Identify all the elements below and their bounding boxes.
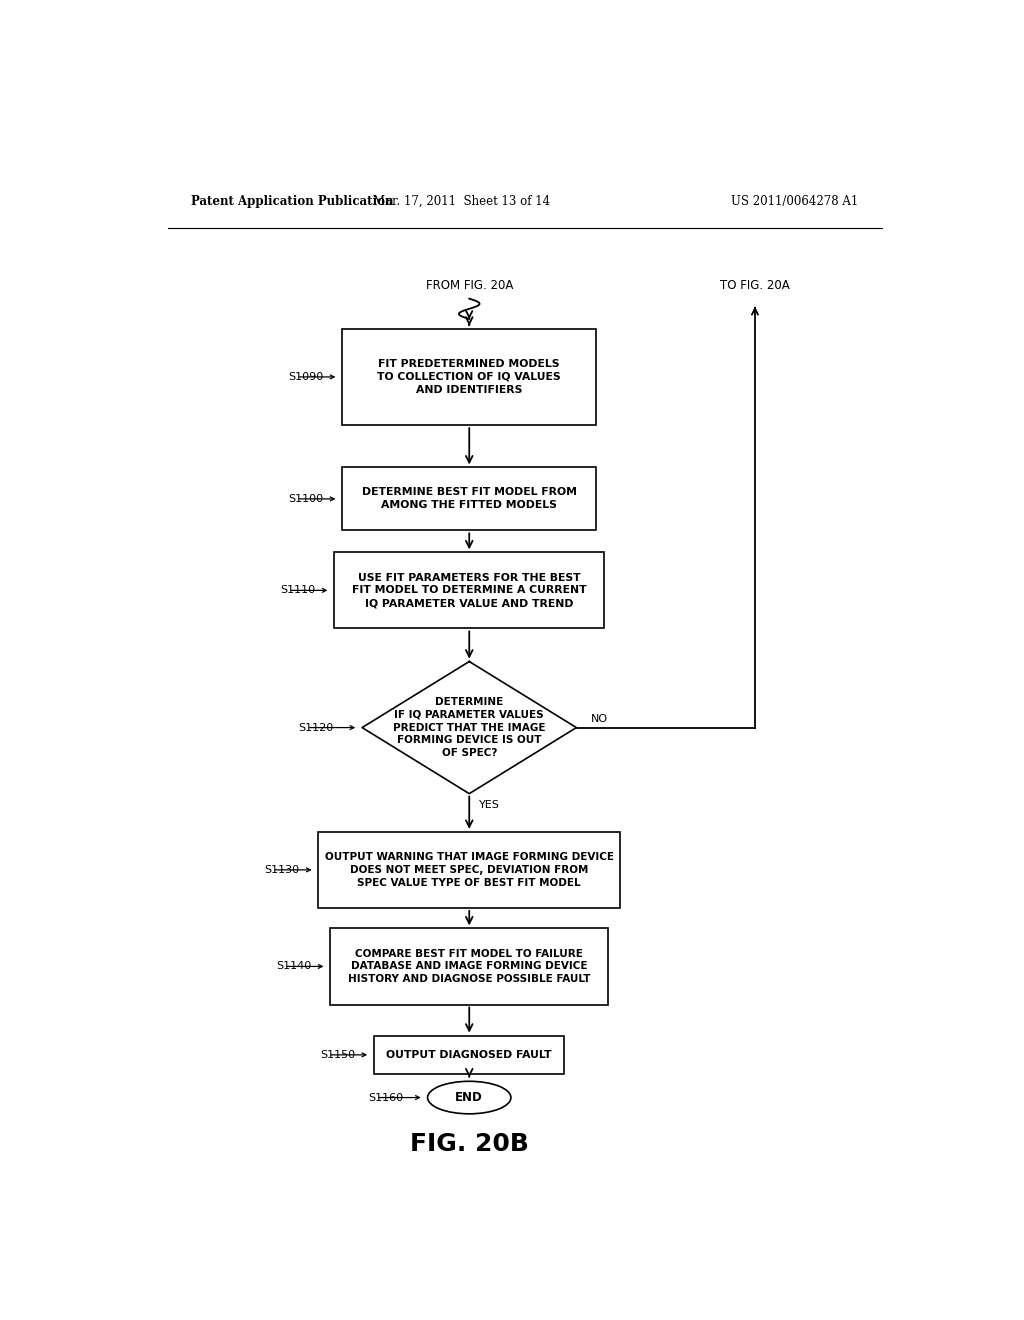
Text: Mar. 17, 2011  Sheet 13 of 14: Mar. 17, 2011 Sheet 13 of 14 [373,194,550,207]
Text: S1140: S1140 [276,961,311,972]
Text: S1120: S1120 [299,722,334,733]
Text: YES: YES [479,800,500,809]
FancyBboxPatch shape [342,467,596,531]
Text: OUTPUT DIAGNOSED FAULT: OUTPUT DIAGNOSED FAULT [386,1049,552,1060]
Text: US 2011/0064278 A1: US 2011/0064278 A1 [731,194,858,207]
Text: FIT PREDETERMINED MODELS
TO COLLECTION OF IQ VALUES
AND IDENTIFIERS: FIT PREDETERMINED MODELS TO COLLECTION O… [378,359,561,395]
Text: OUTPUT WARNING THAT IMAGE FORMING DEVICE
DOES NOT MEET SPEC, DEVIATION FROM
SPEC: OUTPUT WARNING THAT IMAGE FORMING DEVICE… [325,853,613,887]
Text: S1160: S1160 [368,1093,403,1102]
Text: NO: NO [591,714,608,725]
FancyBboxPatch shape [374,1036,564,1074]
Text: Patent Application Publication: Patent Application Publication [191,194,394,207]
Text: FIG. 20B: FIG. 20B [410,1133,528,1156]
Ellipse shape [428,1081,511,1114]
Text: S1090: S1090 [289,372,324,381]
Text: FROM FIG. 20A: FROM FIG. 20A [426,279,513,292]
Text: S1110: S1110 [281,585,315,595]
FancyBboxPatch shape [331,928,608,1005]
Text: DETERMINE
IF IQ PARAMETER VALUES
PREDICT THAT THE IMAGE
FORMING DEVICE IS OUT
OF: DETERMINE IF IQ PARAMETER VALUES PREDICT… [393,697,546,758]
Polygon shape [362,661,577,793]
Text: TO FIG. 20A: TO FIG. 20A [720,279,790,292]
Text: S1100: S1100 [289,494,324,504]
FancyBboxPatch shape [334,552,604,628]
Text: DETERMINE BEST FIT MODEL FROM
AMONG THE FITTED MODELS: DETERMINE BEST FIT MODEL FROM AMONG THE … [361,487,577,511]
Text: S1130: S1130 [264,865,300,875]
Text: USE FIT PARAMETERS FOR THE BEST
FIT MODEL TO DETERMINE A CURRENT
IQ PARAMETER VA: USE FIT PARAMETERS FOR THE BEST FIT MODE… [352,573,587,609]
Text: COMPARE BEST FIT MODEL TO FAILURE
DATABASE AND IMAGE FORMING DEVICE
HISTORY AND : COMPARE BEST FIT MODEL TO FAILURE DATABA… [348,949,591,985]
FancyBboxPatch shape [318,832,620,908]
Text: END: END [456,1092,483,1104]
Text: S1150: S1150 [321,1049,355,1060]
FancyBboxPatch shape [342,329,596,425]
